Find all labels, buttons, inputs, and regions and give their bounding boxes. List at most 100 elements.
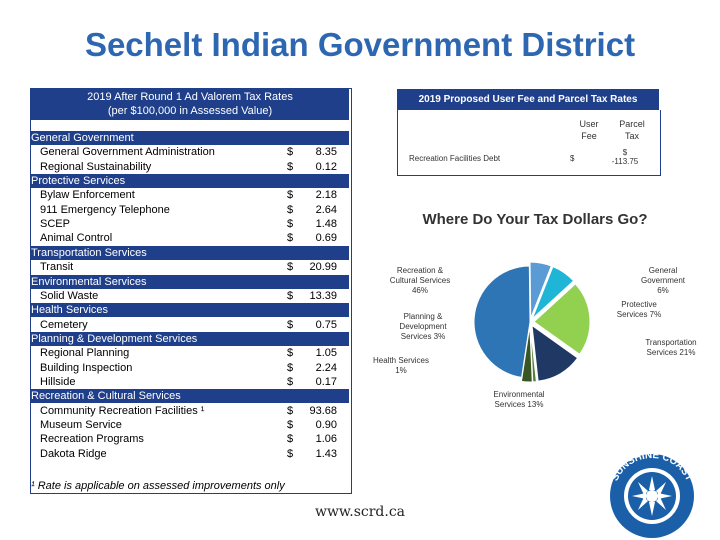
pie-label-transportation: Transportation Services 21% [645,338,697,357]
tax-category-row: Transportation Services [31,245,349,260]
tax-item-row: Animal Control $0.69 [31,231,349,245]
tax-item-row: Regional Planning $1.05 [31,346,349,360]
pie-label-health: Health Services 1% [372,356,430,375]
fee-row-parcel-tax: $ -113.75 [600,148,650,166]
pie-slice-health-services [529,325,537,383]
tax-item-currency: $ [287,289,294,302]
tax-item-row: Solid Waste $13.39 [31,289,349,303]
tax-item-label: 911 Emergency Telephone [40,203,170,216]
pie-label-general-government: General Government 6% [640,266,686,295]
tax-item-value: 13.39 [309,289,337,302]
tax-category-row: Planning & Development Services [31,331,349,346]
tax-item-label: Cemetery [40,318,88,331]
pie-slice-environmental-services [531,324,579,382]
tax-item-currency: $ [287,203,294,216]
tax-item-label: Community Recreation Facilities ¹ [40,404,205,417]
tax-item-row: Transit $20.99 [31,260,349,274]
pie-label-planning: Planning & Development Services 3% [399,312,447,341]
tax-item-currency: $ [287,146,294,159]
tax-category-label: Health Services [31,304,109,317]
tax-category-label: General Government [31,132,134,144]
pie-label-environmental: Environmental Services 13% [493,390,545,409]
tax-item-label: SCEP [40,218,70,231]
tax-item-label: General Government Administration [40,146,215,159]
tax-category-row: Recreation & Cultural Services [31,389,349,404]
tax-rates-header: 2019 After Round 1 Ad Valorem Tax Rates … [31,89,349,120]
tax-item-value: 1.05 [315,347,337,360]
tax-item-row: Museum Service $0.90 [31,418,349,432]
tax-item-row: Dakota Ridge $1.43 [31,447,349,461]
tax-rates-table [30,88,352,494]
fee-row-label: Recreation Facilities Debt [409,154,501,163]
tax-item-currency: $ [287,404,294,417]
tax-item-value: 0.90 [315,419,337,431]
tax-category-label: Environmental Services [31,275,147,288]
tax-item-currency: $ [287,433,294,446]
tax-item-label: Regional Planning [40,347,130,360]
fee-table-header: 2019 Proposed User Fee and Parcel Tax Ra… [397,89,659,110]
website-url: www.scrd.ca [314,504,406,520]
pie-label-protective: Protective Services 7% [616,300,662,319]
fee-row-parcel-currency: $ [622,148,628,157]
pie-slice-general-government [529,261,552,319]
tax-item-row: Regional Sustainability $0.12 [31,160,349,174]
tax-item-value: 0.69 [315,232,337,245]
fee-table [397,110,661,176]
tax-item-label: Regional Sustainability [40,160,152,173]
tax-item-currency: $ [287,347,294,360]
tax-footnote: ¹ Rate is applicable on assessed improve… [31,480,285,492]
tax-item-row: Bylaw Enforcement $2.18 [31,188,349,202]
tax-item-currency: $ [287,189,294,202]
fee-column-user-fee: User Fee [579,119,599,141]
tax-item-value: 0.12 [315,160,337,173]
tax-item-currency: $ [287,361,294,374]
tax-category-row: General Government [31,131,349,145]
tax-item-currency: $ [287,232,294,245]
tax-item-label: Hillside [40,375,76,388]
tax-category-row: Health Services [31,303,349,318]
pie-label-recreation: Recreation & Cultural Services 46% [389,266,451,295]
fee-row-parcel-value: -113.75 [611,157,639,166]
tax-category-label: Recreation & Cultural Services [31,390,181,403]
tax-item-label: Museum Service [40,419,122,431]
fee-row-user-fee: $ [570,154,575,163]
tax-item-value: 2.18 [315,189,337,202]
tax-rates-header-line1: 2019 After Round 1 Ad Valorem Tax Rates [87,91,293,103]
pie-chart [473,261,591,383]
fee-column-parcel-tax: Parcel Tax [619,119,645,141]
pie-slice-planning-development-services [520,325,533,383]
tax-category-row: Protective Services [31,174,349,189]
tax-item-value: 2.64 [315,203,337,216]
pie-slice-transportation-services [533,283,591,355]
tax-category-label: Transportation Services [31,246,147,259]
tax-item-row: Recreation Programs $1.06 [31,432,349,446]
tax-item-row: Cemetery $0.75 [31,318,349,332]
tax-item-row: Hillside $0.17 [31,375,349,389]
tax-item-value: 1.43 [315,447,337,460]
tax-item-currency: $ [287,318,294,331]
tax-item-label: Animal Control [40,232,113,245]
tax-item-currency: $ [287,419,294,431]
pie-slice-recreation-cultural-services [473,265,531,378]
tax-item-label: Transit [40,261,74,274]
tax-item-row: 911 Emergency Telephone $2.64 [31,203,349,217]
tax-item-value: 0.75 [315,318,337,331]
regional-district-logo: SUNSHINE COAST REGIONAL DISTRICT [607,450,698,540]
tax-rates-header-line2: (per $100,000 in Assessed Value) [107,105,273,117]
tax-item-currency: $ [287,261,294,274]
tax-item-currency: $ [287,160,294,173]
chart-title: Where Do Your Tax Dollars Go? [422,211,648,228]
tax-category-label: Planning & Development Services [31,332,198,345]
pie-slice-protective-services [531,265,575,320]
tax-item-value: 1.48 [315,218,337,231]
tax-item-row: SCEP $1.48 [31,217,349,231]
tax-item-row: Community Recreation Facilities ¹ $93.68 [31,404,349,418]
sun-icon [632,476,672,516]
tax-item-value: 20.99 [309,261,337,274]
tax-category-row: Environmental Services [31,274,349,289]
tax-category-label: Protective Services [31,175,126,188]
tax-item-row: Building Inspection $2.24 [31,361,349,375]
tax-item-value: 2.24 [315,361,337,374]
tax-item-value: 1.06 [315,433,337,446]
tax-item-label: Bylaw Enforcement [40,189,135,202]
